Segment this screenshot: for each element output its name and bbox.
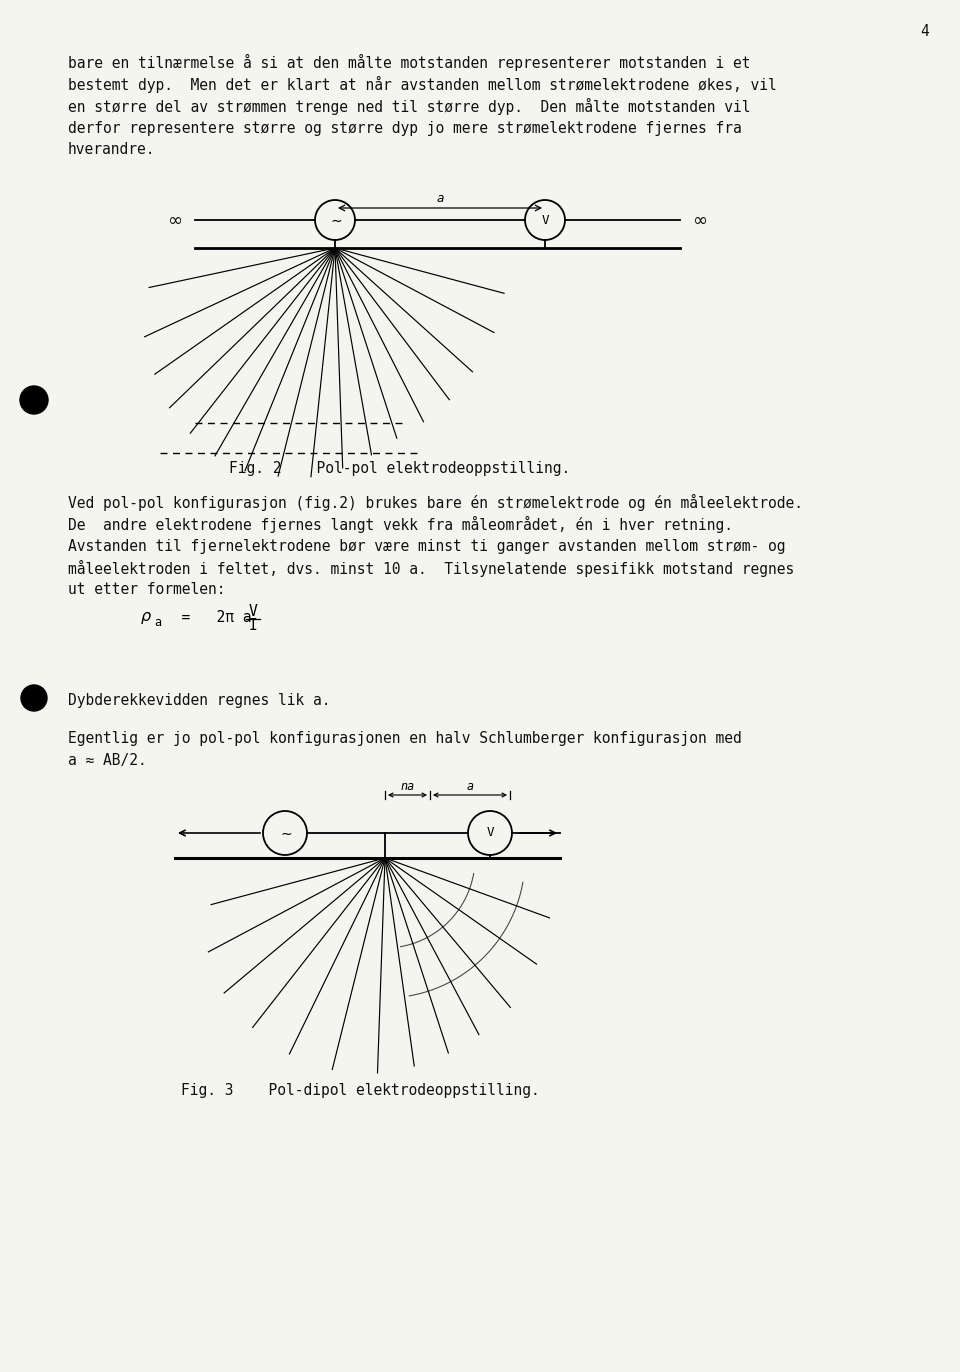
Text: hverandre.: hverandre. (68, 143, 156, 158)
Text: $\infty$: $\infty$ (167, 211, 182, 229)
Text: Fig. 3    Pol-dipol elektrodeoppstilling.: Fig. 3 Pol-dipol elektrodeoppstilling. (180, 1083, 540, 1098)
Text: en større del av strømmen trenge ned til større dyp.  Den målte motstanden vil: en større del av strømmen trenge ned til… (68, 97, 751, 114)
Text: bestemt dyp.  Men det er klart at når avstanden mellom strømelektrodene økes, vi: bestemt dyp. Men det er klart at når avs… (68, 75, 777, 92)
Text: a: a (436, 192, 444, 204)
Text: $\rho$: $\rho$ (140, 611, 152, 626)
Text: $\sim$: $\sim$ (327, 213, 343, 226)
Circle shape (20, 386, 48, 414)
Text: Avstanden til fjernelektrodene bør være minst ti ganger avstanden mellom strøm- : Avstanden til fjernelektrodene bør være … (68, 538, 785, 553)
Text: derfor representere større og større dyp jo mere strømelektrodene fjernes fra: derfor representere større og større dyp… (68, 121, 742, 136)
Text: ut etter formelen:: ut etter formelen: (68, 583, 226, 597)
Text: Egentlig er jo pol-pol konfigurasjonen en halv Schlumberger konfigurasjon med: Egentlig er jo pol-pol konfigurasjonen e… (68, 730, 742, 745)
Text: Ved pol-pol konfigurasjon (fig.2) brukes bare én strømelektrode og én måleelektr: Ved pol-pol konfigurasjon (fig.2) brukes… (68, 494, 803, 510)
Text: a: a (154, 616, 161, 630)
Text: na: na (400, 781, 415, 793)
Text: 4: 4 (921, 25, 929, 40)
Circle shape (21, 685, 47, 711)
Text: I: I (249, 619, 257, 634)
Text: måleelektroden i feltet, dvs. minst 10 a.  Tilsynelatende spesifikk motstand reg: måleelektroden i feltet, dvs. minst 10 a… (68, 560, 794, 576)
Text: V: V (487, 826, 493, 840)
Text: De  andre elektrodene fjernes langt vekk fra måleområdet, én i hver retning.: De andre elektrodene fjernes langt vekk … (68, 516, 733, 532)
Text: a: a (467, 781, 473, 793)
Text: $\sim$: $\sim$ (277, 826, 293, 840)
Text: $\infty$: $\infty$ (692, 211, 708, 229)
Text: =   2π a: = 2π a (164, 611, 252, 626)
Text: Dybderekkevidden regnes lik a.: Dybderekkevidden regnes lik a. (68, 693, 330, 708)
Text: a ≈ AB/2.: a ≈ AB/2. (68, 752, 147, 767)
Text: Fig. 2    Pol-pol elektrodeoppstilling.: Fig. 2 Pol-pol elektrodeoppstilling. (229, 461, 570, 476)
Text: V: V (249, 604, 257, 619)
Text: bare en tilnærmelse å si at den målte motstanden representerer motstanden i et: bare en tilnærmelse å si at den målte mo… (68, 54, 751, 70)
Text: V: V (541, 214, 549, 226)
